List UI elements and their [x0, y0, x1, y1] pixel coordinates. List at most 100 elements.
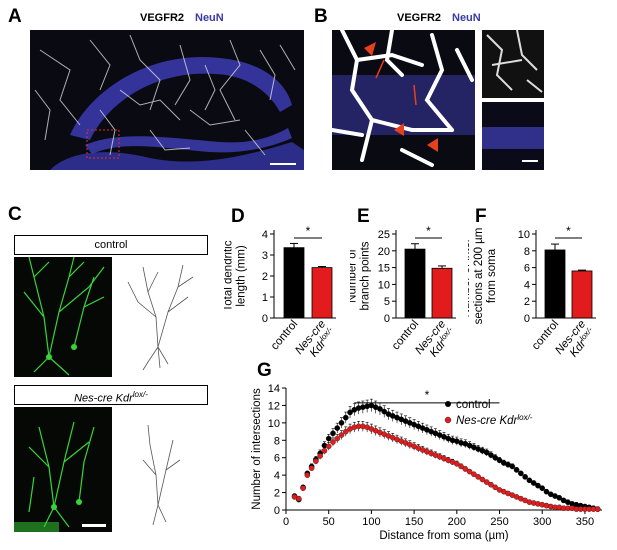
control-point	[488, 452, 494, 458]
y-tick-label: 0	[274, 505, 280, 517]
tracing-control	[118, 262, 198, 372]
control-point	[325, 435, 332, 442]
x-tick-label: 200	[448, 516, 466, 528]
y-axis-label-line: Number of inter-	[468, 234, 472, 317]
panel-letter-b: B	[314, 6, 328, 27]
label-neun-b: NeuN	[452, 12, 481, 24]
mutant-point	[317, 453, 323, 459]
micrograph-b-inset-top	[482, 30, 544, 98]
y-tick-label: 0	[524, 313, 530, 325]
mutant-point	[454, 461, 460, 467]
bar	[283, 247, 305, 319]
control-point	[347, 409, 353, 416]
y-tick-label: 15	[378, 263, 390, 275]
micrograph-b-main	[332, 30, 475, 170]
bar	[544, 249, 566, 319]
neuron-mutant-green	[14, 407, 112, 532]
x-tick-label: 250	[490, 516, 508, 528]
y-tick-label: 2	[524, 296, 530, 308]
y-tick-label: 4	[274, 470, 280, 482]
category-label: Nes-creKdrlox/-	[293, 318, 338, 365]
control-point	[377, 406, 383, 412]
micrograph-c-control	[14, 257, 112, 377]
y-tick-label: 2	[262, 271, 268, 283]
control-point	[535, 482, 541, 489]
y-tick-label: 0	[262, 313, 268, 325]
control-point	[556, 495, 563, 501]
label-vegfr2-a: VEGFR2	[140, 12, 185, 24]
y-tick-label: 20	[378, 246, 390, 258]
mutant-point	[334, 435, 341, 442]
mutant-point	[296, 495, 302, 502]
arrowhead-2	[394, 123, 404, 136]
mutant-point	[492, 484, 499, 491]
control-point	[518, 470, 524, 477]
mutant-point	[330, 439, 336, 445]
tracing-mutant-image	[142, 424, 181, 526]
significance-star: *	[425, 388, 430, 402]
control-point	[539, 485, 546, 492]
bar	[404, 248, 426, 319]
y-axis-label-line: length (mm)	[236, 245, 248, 307]
y-tick-label: 5	[384, 296, 390, 308]
micrograph-a-image	[30, 30, 304, 170]
control-point	[526, 477, 533, 484]
label-control-c: control	[14, 235, 208, 255]
mutant-point	[325, 443, 332, 450]
bar	[311, 267, 333, 319]
control-point	[334, 425, 341, 431]
mutant-point	[594, 506, 601, 512]
panel-letter-d: D	[231, 206, 245, 227]
y-tick-label: 8	[524, 246, 530, 258]
label-vegfr2-b: VEGFR2	[397, 12, 442, 24]
y-tick-label: 4	[524, 279, 530, 291]
y-axis-label: Number of intersections	[251, 388, 263, 510]
mutant-point	[458, 463, 464, 470]
y-tick-label: 12	[268, 400, 280, 412]
tracing-control-image	[127, 264, 194, 371]
y-tick-label: 10	[268, 418, 280, 430]
y-axis-label-line: branch points	[360, 241, 372, 310]
control-point	[483, 449, 490, 456]
x-tick-label: 300	[533, 516, 551, 528]
micrograph-c-mutant	[14, 407, 112, 532]
control-point	[530, 480, 537, 486]
y-axis-label-line: Number of	[350, 248, 359, 302]
chart-f: Number of inter-sections at 200 µmfrom s…	[468, 224, 596, 360]
x-tick-label: 350	[576, 516, 594, 528]
mutant-point	[321, 447, 328, 454]
label-mutant-c: Nes-cre Kdrlox/-	[14, 385, 208, 405]
control-point	[330, 430, 336, 437]
y-tick-label: 0	[384, 313, 390, 325]
x-tick-label: 150	[405, 516, 423, 528]
y-tick-label: 10	[518, 229, 530, 241]
mutant-point	[483, 479, 490, 485]
x-tick-label: 0	[283, 516, 289, 528]
control-point	[381, 408, 388, 415]
y-axis-label: Number of inter-sections at 200 µmfrom s…	[468, 228, 498, 325]
y-tick-label: 6	[524, 263, 530, 275]
significance-star: *	[426, 224, 431, 238]
control-point	[513, 467, 520, 473]
label-mutant-c-sup: lox/-	[132, 390, 148, 399]
y-axis-label-line: sections at 200 µm	[473, 228, 485, 325]
micrograph-b-inset-top-image	[482, 30, 544, 98]
label-control-c-text: control	[94, 239, 128, 251]
significance-star: *	[306, 224, 311, 238]
control-point	[496, 457, 503, 464]
mutant-point	[462, 466, 469, 472]
panel-letter-g: G	[257, 360, 272, 381]
micrograph-b-main-image	[332, 30, 475, 170]
y-tick-label: 10	[378, 279, 390, 291]
y-axis-label: Number ofbranch points	[350, 241, 372, 310]
arrowhead-3	[427, 138, 438, 152]
control-point	[543, 488, 550, 495]
significance-star: *	[566, 224, 571, 238]
y-tick-label: 2	[274, 488, 280, 500]
mutant-point	[338, 432, 345, 438]
mutant-point	[304, 472, 311, 478]
legend-label-control: control	[456, 399, 491, 411]
control-point	[522, 474, 528, 480]
arrowhead-1	[364, 42, 376, 56]
